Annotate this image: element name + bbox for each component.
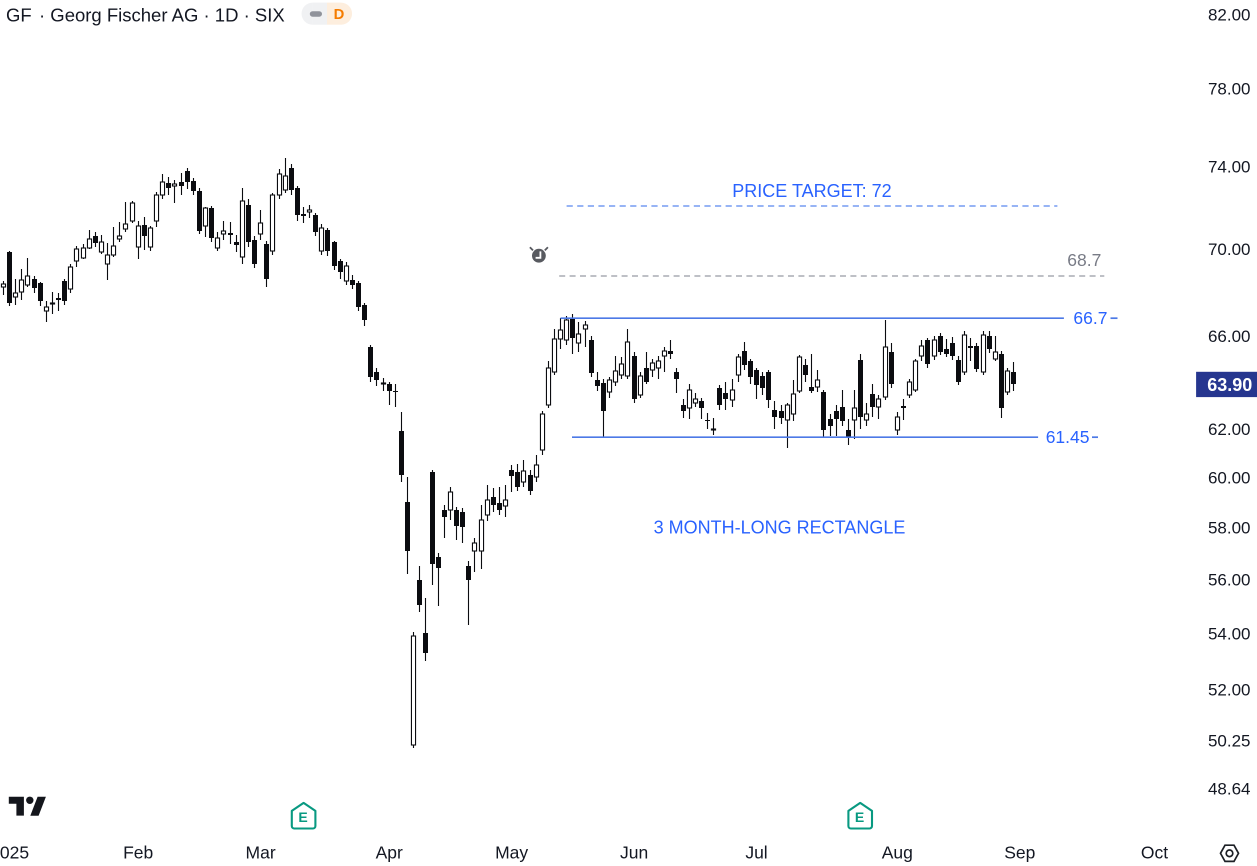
svg-text:Feb: Feb xyxy=(123,843,153,863)
svg-text:58.00: 58.00 xyxy=(1208,519,1251,538)
svg-text:D: D xyxy=(334,7,345,23)
svg-text:Aug: Aug xyxy=(882,843,913,863)
svg-text:Apr: Apr xyxy=(376,843,403,863)
svg-text:2025: 2025 xyxy=(0,843,29,863)
svg-text:60.00: 60.00 xyxy=(1208,468,1251,487)
svg-text:3 MONTH-LONG RECTANGLE: 3 MONTH-LONG RECTANGLE xyxy=(654,518,906,538)
svg-text:GF: GF xyxy=(6,5,32,26)
svg-text:70.00: 70.00 xyxy=(1208,240,1251,259)
svg-text:E: E xyxy=(298,809,307,825)
svg-text:78.00: 78.00 xyxy=(1208,79,1251,98)
svg-text:Jun: Jun xyxy=(620,843,648,863)
svg-text:52.00: 52.00 xyxy=(1208,681,1251,700)
svg-text:48.64: 48.64 xyxy=(1208,780,1251,799)
svg-text:· Georg Fischer AG · 1D · SIX: · Georg Fischer AG · 1D · SIX xyxy=(39,5,285,26)
svg-text:82.00: 82.00 xyxy=(1208,5,1251,24)
svg-text:Sep: Sep xyxy=(1004,843,1035,863)
svg-text:66.7: 66.7 xyxy=(1073,308,1107,328)
svg-text:62.00: 62.00 xyxy=(1208,420,1251,439)
svg-text:54.00: 54.00 xyxy=(1208,625,1251,644)
svg-text:E: E xyxy=(855,809,864,825)
svg-text:May: May xyxy=(495,843,528,863)
svg-text:PRICE TARGET: 72: PRICE TARGET: 72 xyxy=(732,181,891,201)
svg-text:74.00: 74.00 xyxy=(1208,158,1251,177)
svg-text:Oct: Oct xyxy=(1141,843,1168,863)
svg-text:66.00: 66.00 xyxy=(1208,327,1251,346)
svg-text:61.45: 61.45 xyxy=(1046,427,1090,447)
svg-text:56.00: 56.00 xyxy=(1208,571,1251,590)
svg-text:Mar: Mar xyxy=(246,843,276,863)
svg-text:68.7: 68.7 xyxy=(1067,250,1101,270)
svg-text:Jul: Jul xyxy=(745,843,767,863)
svg-text:63.90: 63.90 xyxy=(1207,375,1252,395)
svg-text:50.25: 50.25 xyxy=(1208,731,1251,750)
